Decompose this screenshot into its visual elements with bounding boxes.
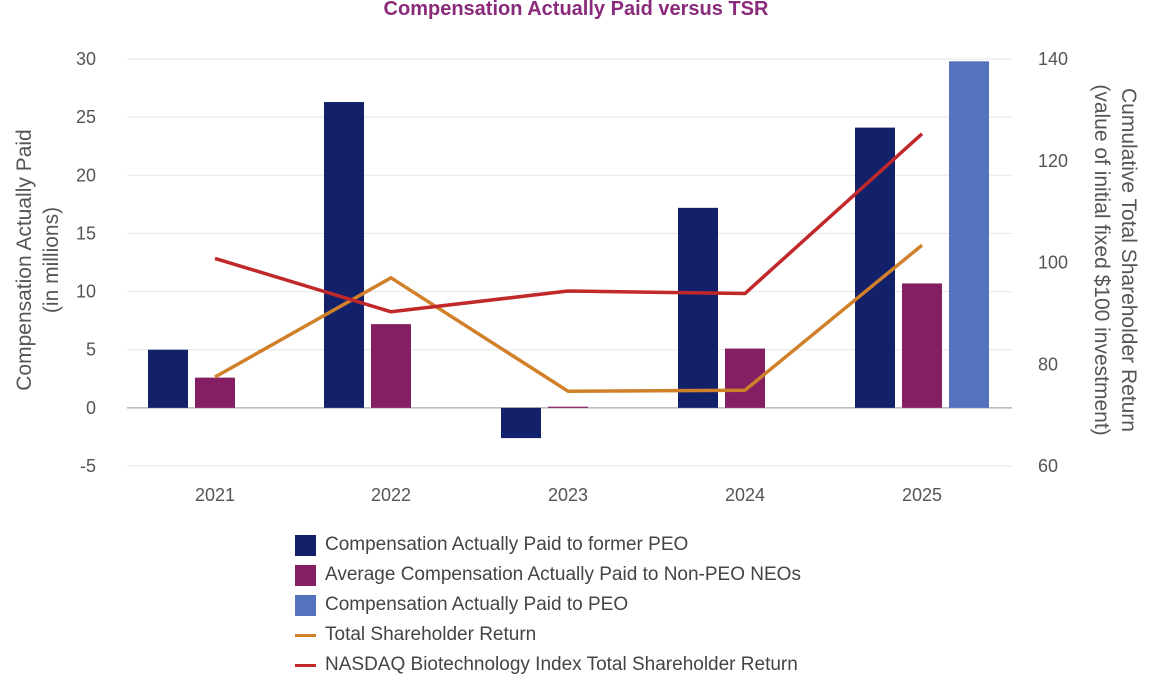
chart-title: Compensation Actually Paid versus TSR <box>383 0 769 20</box>
y-tick-label: 5 <box>86 340 96 360</box>
legend-swatch-non-peo-neos <box>295 564 316 586</box>
series-line <box>214 132 924 314</box>
bar <box>548 406 588 408</box>
y-tick-label: 0 <box>86 398 96 418</box>
legend-swatch-peo <box>295 594 316 616</box>
y-tick-label: -5 <box>80 456 96 476</box>
y2-tick-label: 120 <box>1038 151 1068 171</box>
y-axis-title-line1: Compensation Actually Paid <box>13 129 36 391</box>
series-line <box>214 243 924 393</box>
legend-item-peo: Compensation Actually Paid to PEO <box>295 590 801 620</box>
legend-swatch-former-peo <box>295 534 316 556</box>
legend-label-non-peo-neos: Average Compensation Actually Paid to No… <box>325 564 801 585</box>
y2-tick-label: 80 <box>1038 354 1058 374</box>
bar <box>902 283 942 408</box>
bar <box>855 127 895 408</box>
legend-swatch-nasdaq-tsr <box>295 663 316 667</box>
legend-swatch-tsr <box>295 633 316 637</box>
legend-item-former-peo: Compensation Actually Paid to former PEO <box>295 530 801 560</box>
bar <box>501 407 541 439</box>
y2-tick-label: 60 <box>1038 456 1058 476</box>
legend-label-peo: Compensation Actually Paid to PEO <box>325 594 629 615</box>
x-tick-label: 2022 <box>371 485 411 505</box>
x-tick-label: 2021 <box>195 485 235 505</box>
legend-item-tsr: Total Shareholder Return <box>295 620 801 650</box>
y2-tick-label: 100 <box>1038 253 1068 273</box>
x-tick-label: 2023 <box>548 485 588 505</box>
bar <box>678 207 718 408</box>
bar <box>195 377 235 408</box>
legend-label-former-peo: Compensation Actually Paid to former PEO <box>325 534 689 555</box>
y-tick-label: 10 <box>76 282 96 302</box>
y2-axis-title-line1: Cumulative Total Shareholder Return <box>1117 88 1140 432</box>
legend: Compensation Actually Paid to former PEO… <box>295 530 801 680</box>
y2-tick-label: 140 <box>1038 49 1068 69</box>
legend-label-nasdaq-tsr: NASDAQ Biotechnology Index Total Shareho… <box>325 654 798 675</box>
y-tick-label: 15 <box>76 223 96 243</box>
chart-svg: 30 25 20 15 10 5 0 -5 140 120 100 80 60 2021 2022 2023 2… <box>13 49 1140 505</box>
legend-label-tsr: Total Shareholder Return <box>325 624 537 645</box>
bar <box>371 324 411 408</box>
legend-item-non-peo-neos: Average Compensation Actually Paid to No… <box>295 560 801 590</box>
bar <box>148 349 188 408</box>
y-tick-label: 30 <box>76 49 96 69</box>
legend-item-nasdaq-tsr: NASDAQ Biotechnology Index Total Shareho… <box>295 650 801 680</box>
x-tick-label: 2025 <box>902 485 942 505</box>
y-axis-title-line2: (in millions) <box>40 207 63 313</box>
bar <box>324 102 364 408</box>
y-tick-label: 20 <box>76 165 96 185</box>
bar <box>949 61 989 408</box>
y-tick-label: 25 <box>76 107 96 127</box>
y2-axis-title-line2: (value of initial fixed $100 investment) <box>1090 84 1113 435</box>
x-tick-label: 2024 <box>725 485 765 505</box>
